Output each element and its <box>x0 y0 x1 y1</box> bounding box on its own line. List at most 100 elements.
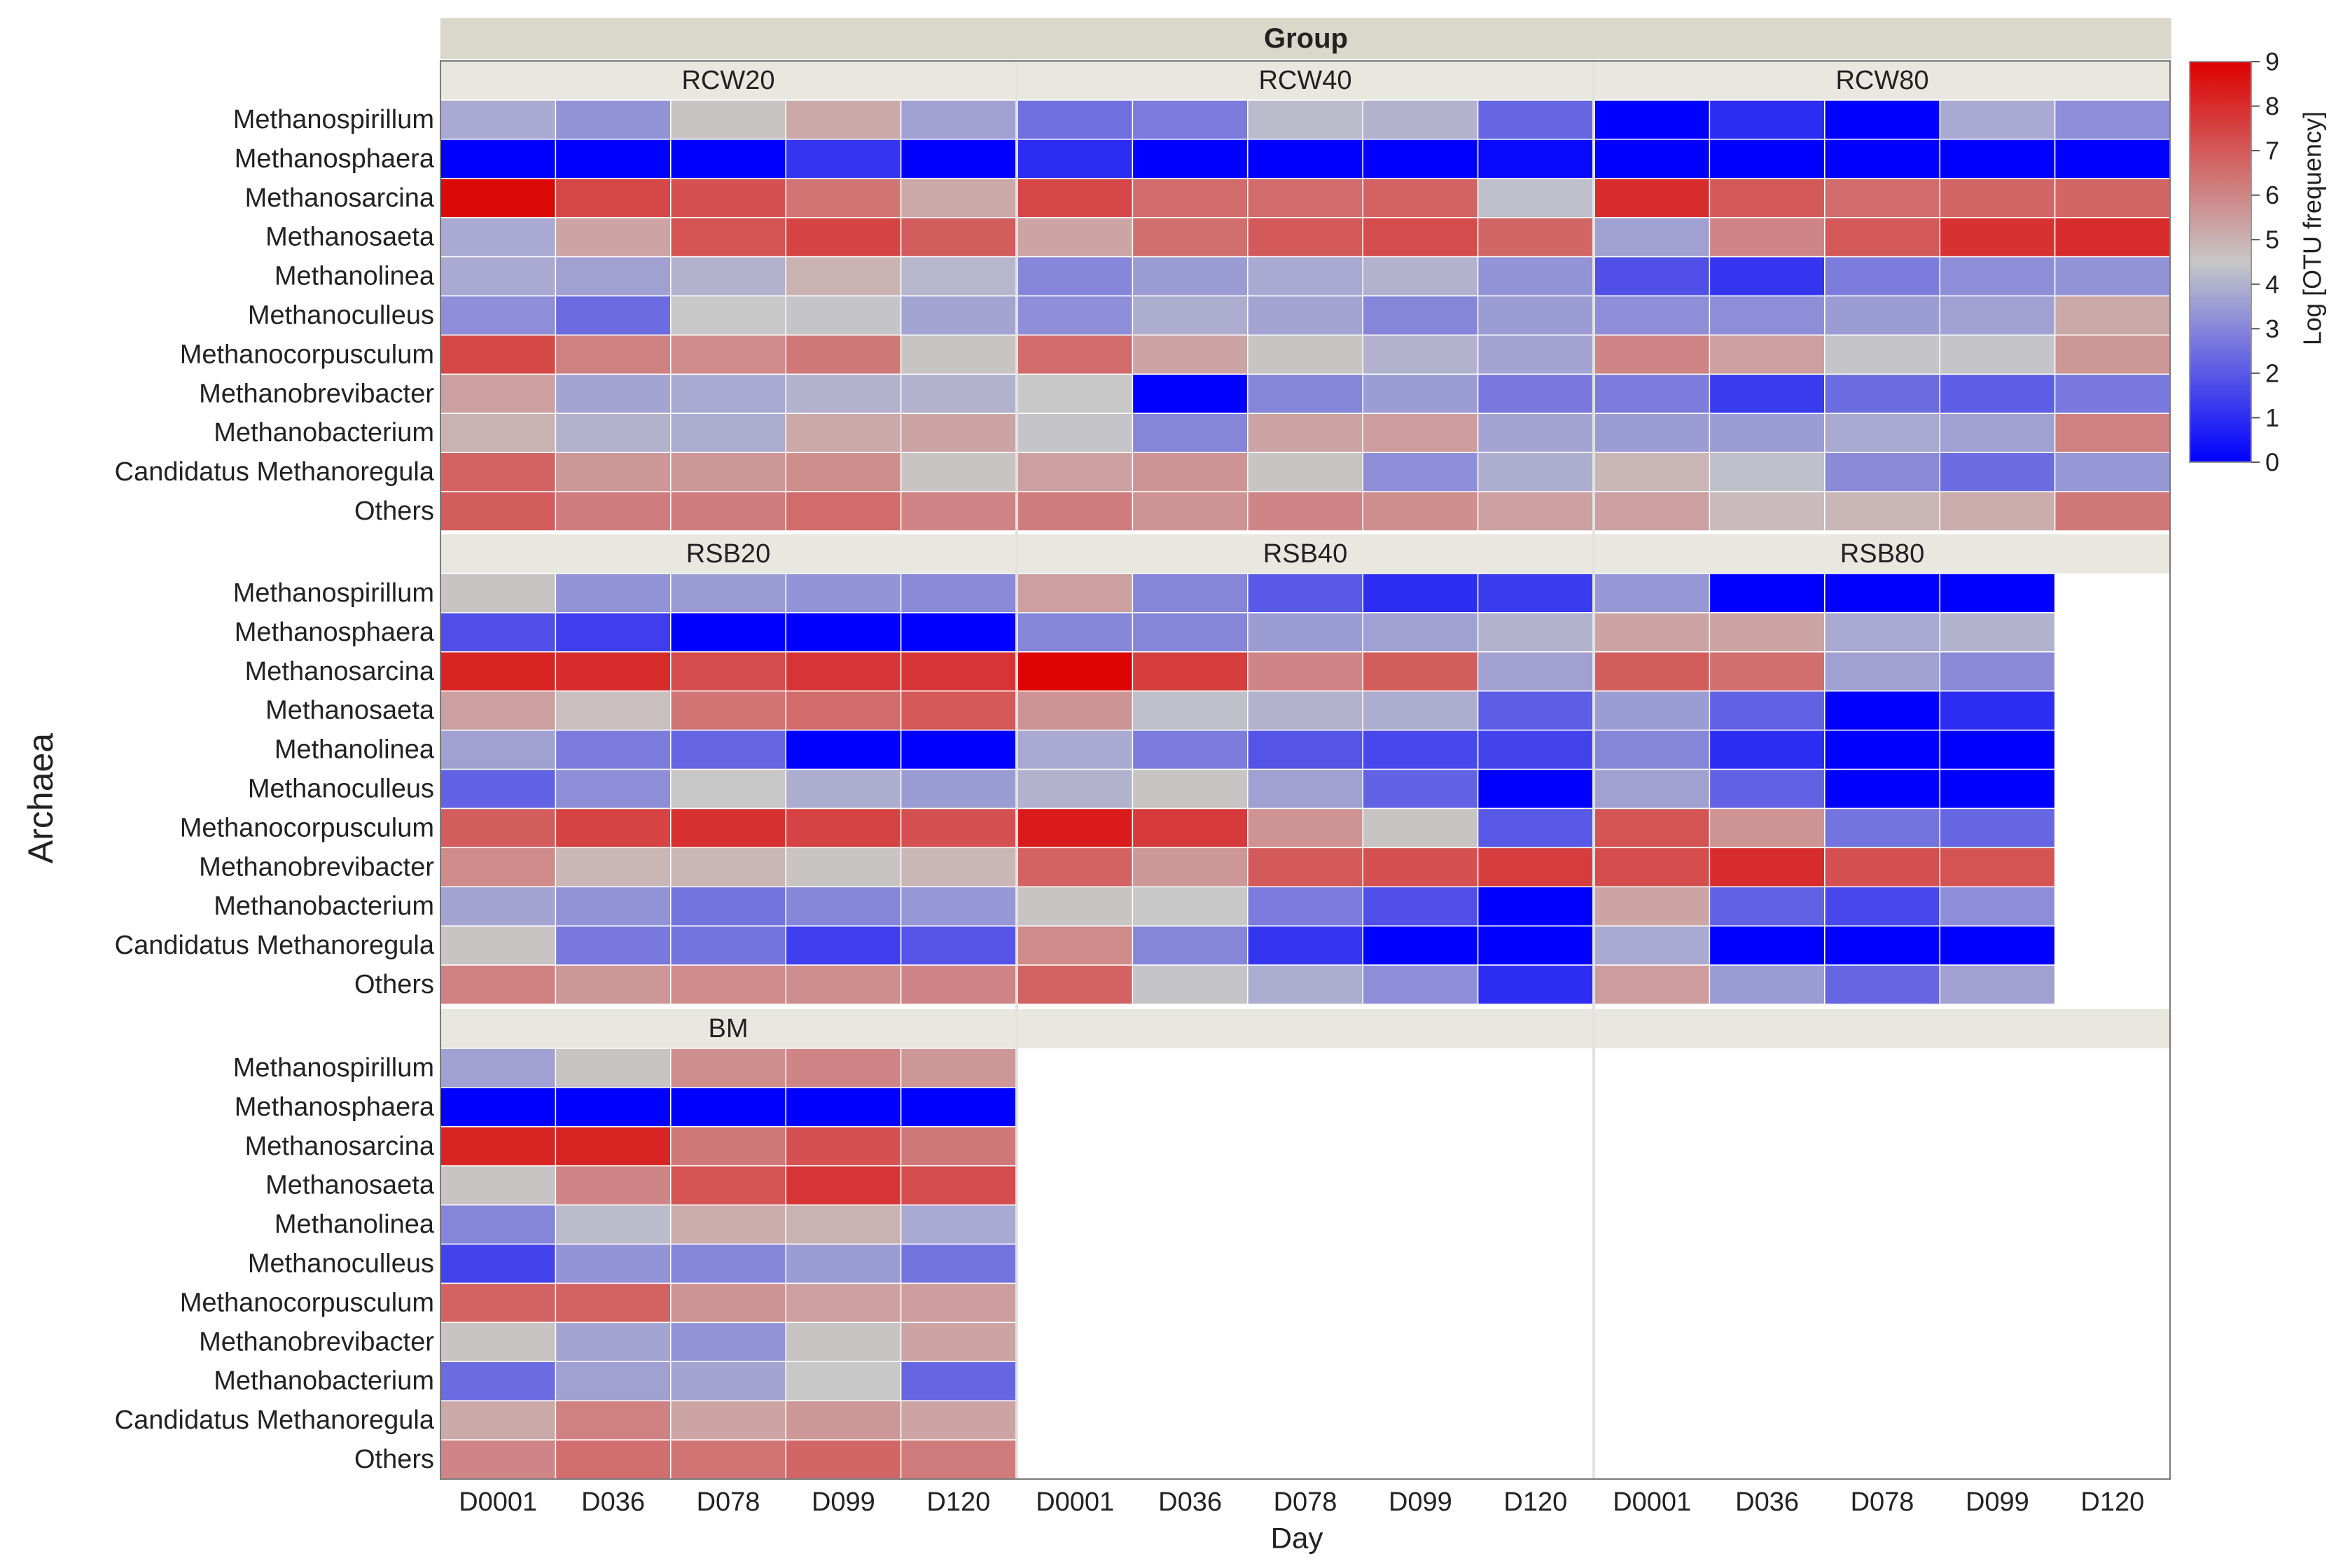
heatmap-cell <box>785 373 902 415</box>
heatmap-cell <box>1247 139 1363 179</box>
heatmap-cell <box>1709 99 1826 140</box>
heatmap-cell <box>440 334 557 375</box>
y-tick-label: Methanospirillum <box>233 578 434 608</box>
heatmap-cell <box>555 178 672 218</box>
heatmap-cell <box>1709 612 1826 653</box>
heatmap-cell <box>1939 452 2056 492</box>
heatmap-cell <box>1939 886 2056 927</box>
heatmap-cell <box>1362 768 1479 810</box>
heatmap-cell <box>1824 216 1940 258</box>
heatmap-cell <box>1477 847 1594 888</box>
heatmap-cell <box>440 412 557 453</box>
panel-title: RCW20 <box>681 66 774 95</box>
y-tick-label: Methanocorpusculum <box>180 813 434 842</box>
heatmap-cell <box>1594 612 1711 653</box>
heatmap-cell <box>555 295 672 336</box>
heatmap-cell <box>1132 256 1249 297</box>
heatmap-cell <box>670 925 786 966</box>
heatmap-cell <box>1709 847 1826 888</box>
y-tick-label: Methanobacterium <box>214 891 434 921</box>
heatmap-cell <box>1017 925 1134 966</box>
heatmap-cell <box>785 1282 902 1324</box>
heatmap-cell <box>1477 651 1594 692</box>
heatmap-cell <box>2054 373 2171 415</box>
heatmap-cell <box>900 768 1017 810</box>
heatmap-cell <box>1594 412 1711 453</box>
heatmap-cell <box>555 612 672 653</box>
heatmap-cell <box>900 1165 1017 1206</box>
heatmap-cell <box>1477 807 1594 849</box>
heatmap-cell <box>1017 373 1134 415</box>
heatmap-cell <box>555 729 672 770</box>
heatmap-cell <box>1939 690 2056 731</box>
heatmap-cell <box>1709 729 1826 770</box>
heatmap-cell <box>1709 690 1826 731</box>
heatmap-cell <box>1939 729 2056 770</box>
heatmap-cell <box>900 964 1017 1005</box>
heatmap-cell <box>670 886 786 927</box>
heatmap-cell <box>1824 139 1940 179</box>
heatmap-cell <box>440 651 557 692</box>
heatmap-cell <box>1477 612 1594 653</box>
panel-strip <box>440 61 1016 100</box>
heatmap-cell <box>1132 886 1249 927</box>
heatmap-cell <box>670 1400 786 1441</box>
heatmap-cell <box>670 452 786 492</box>
heatmap-cell <box>1939 964 2056 1005</box>
heatmap-cell <box>440 139 557 179</box>
heatmap-cell <box>1132 412 1249 453</box>
colorbar-tick-label: 7 <box>2265 137 2279 165</box>
heatmap-cell <box>670 178 786 218</box>
heatmap-cell <box>1594 573 1711 613</box>
heatmap-cell <box>440 1321 557 1363</box>
heatmap-cell <box>1247 847 1363 888</box>
heatmap-cell <box>440 729 557 770</box>
heatmap-cell <box>1939 807 2056 849</box>
heatmap-cell <box>1709 491 1826 532</box>
heatmap-cell <box>785 768 902 810</box>
y-tick-label: Others <box>354 497 434 526</box>
heatmap-cell <box>555 1048 672 1088</box>
y-tick-label: Methanobrevibacter <box>199 379 434 408</box>
heatmap-cell <box>1824 334 1940 375</box>
heatmap-cell <box>670 651 786 692</box>
heatmap-cell <box>1594 651 1711 692</box>
plot-frame <box>440 60 2171 1480</box>
heatmap-cell <box>440 1204 557 1245</box>
heatmap-cell <box>1824 295 1940 336</box>
heatmap-cell <box>440 1400 557 1441</box>
heatmap-cell <box>555 1400 672 1441</box>
heatmap-cell <box>1132 847 1249 888</box>
heatmap-cell <box>2054 295 2171 336</box>
heatmap-cell <box>2054 491 2171 532</box>
panel-strip <box>1594 1009 2170 1048</box>
heatmap-cell <box>1594 807 1711 849</box>
heatmap-cell <box>1594 847 1711 888</box>
y-tick-label: Methanoculleus <box>248 775 434 804</box>
heatmap-cell <box>785 847 902 888</box>
y-tick-label: Methanosphaera <box>235 618 435 647</box>
x-tick-label: D099 <box>812 1487 875 1517</box>
heatmap-cell <box>670 1126 786 1167</box>
heatmap-cell <box>785 452 902 492</box>
heatmap-cell <box>1709 256 1826 297</box>
heatmap-cell <box>1709 216 1826 258</box>
heatmap-cell <box>1939 178 2056 218</box>
heatmap-cell <box>1017 690 1134 731</box>
heatmap-cell <box>1362 964 1479 1005</box>
heatmap-cell <box>1477 99 1594 140</box>
heatmap-cell <box>785 99 902 140</box>
panel-title: RCW80 <box>1835 66 1928 95</box>
heatmap-cell <box>555 99 672 140</box>
heatmap-cell <box>1132 139 1249 179</box>
heatmap-cell <box>555 452 672 492</box>
y-tick-label: Methanoculleus <box>248 301 434 331</box>
heatmap-cell <box>1132 651 1249 692</box>
y-tick-label: Methanosaeta <box>265 1171 435 1200</box>
heatmap-cell <box>1939 373 2056 415</box>
heatmap-cell <box>2054 139 2171 179</box>
heatmap-cell <box>1939 847 2056 888</box>
heatmap-cell <box>785 1321 902 1363</box>
heatmap-cell <box>1594 178 1711 218</box>
heatmap-cell <box>670 964 786 1005</box>
